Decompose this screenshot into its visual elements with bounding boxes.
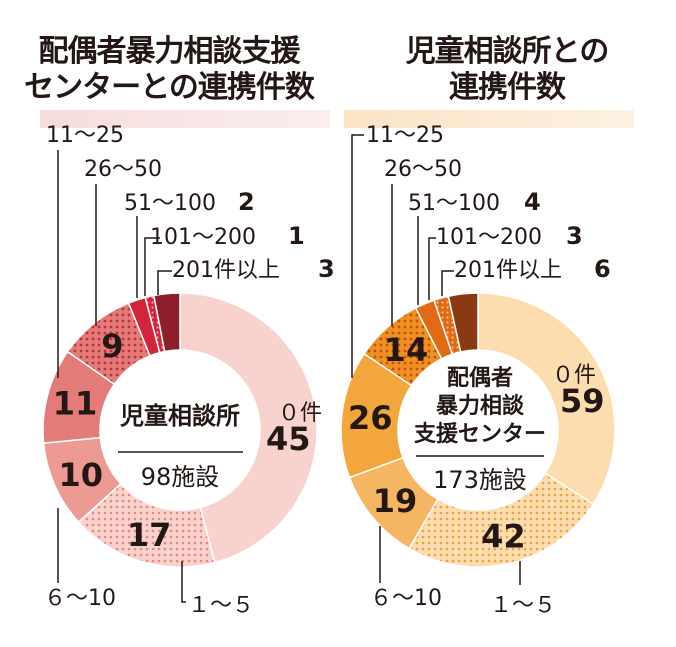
category-value-51-100: 2 <box>238 188 255 216</box>
category-label-6-10: ６～10 <box>370 586 442 611</box>
slice-value-label-5: 14 <box>384 331 429 369</box>
slice-value-label-2: 17 <box>127 516 172 554</box>
slice-1 <box>477 292 616 506</box>
slice-1 <box>179 292 318 564</box>
slice-2 <box>408 472 595 568</box>
slice-value-label-1: 59 <box>560 382 605 420</box>
category-label-11-25: 11～25 <box>366 123 444 148</box>
slice-value-label-4: 26 <box>348 399 393 437</box>
left-panel: 配偶者暴力相談支援 センターとの連携件数 <box>24 34 315 105</box>
left-center-total: 98施設 <box>141 463 220 491</box>
right-center-label-1: 配偶者 <box>447 365 513 391</box>
leader-201-plus <box>157 270 172 295</box>
right-panel: 児童相談所との 連携件数 <box>338 0 676 647</box>
right-title-line-2: 連携件数 <box>449 70 566 105</box>
right-center-label-3: 支援センター <box>414 421 546 447</box>
leader-101-200 <box>144 237 160 296</box>
left-donut: 17 10 119 児童相談所 98施設 ０件 １～５ ６～10 11～25 26～50 51～10… <box>42 123 335 618</box>
category-label-51-100: 51～100 <box>124 191 216 216</box>
category-label-1-5: １～５ <box>490 593 556 618</box>
category-label-26-50: 26～50 <box>84 157 162 182</box>
category-value-51-100: 4 <box>524 188 541 216</box>
slice-value-label-1: 45 <box>266 420 311 458</box>
left-title-line-2: センターとの連携件数 <box>24 70 315 105</box>
category-label-51-100: 51～100 <box>408 191 500 216</box>
slice-value-label-2: 42 <box>481 517 526 555</box>
leader-1-5 <box>181 561 186 603</box>
category-label-201-plus: 201件以上 <box>454 258 562 283</box>
right-title-line-1: 児童相談所との <box>405 34 610 69</box>
slice-value-label-5: 9 <box>101 327 123 365</box>
category-label-201-plus: 201件以上 <box>172 258 280 283</box>
left-center-label: 児童相談所 <box>120 401 240 430</box>
slice-value-label-3: 19 <box>373 482 418 520</box>
right-center-label-2: 暴力相談 <box>435 393 525 419</box>
category-label-11-25: 11～25 <box>46 123 124 148</box>
category-value-201-plus: 6 <box>594 255 611 283</box>
category-label-26-50: 26～50 <box>384 157 462 182</box>
slice-value-label-4: 11 <box>53 384 98 422</box>
slice-value-label-3: 10 <box>59 456 104 494</box>
left-title-line-1: 配偶者暴力相談支援 <box>38 34 301 69</box>
left-title-band <box>40 110 330 128</box>
category-value-201-plus: 3 <box>318 255 335 283</box>
leader-101-200 <box>428 237 436 300</box>
leader-201-plus <box>441 270 454 296</box>
slice-8 <box>152 292 181 353</box>
category-label-zero: ０件 <box>278 401 322 426</box>
category-value-101-200: 1 <box>288 222 305 250</box>
category-label-6-10: ６～10 <box>44 586 116 611</box>
right-title-band <box>344 110 634 128</box>
category-label-1-5: １～５ <box>188 593 254 618</box>
leader-11-25 <box>351 134 364 378</box>
category-label-zero: ０件 <box>552 363 596 388</box>
category-label-101-200: 101～200 <box>150 225 256 250</box>
slice-8 <box>447 292 479 353</box>
category-label-101-200: 101～200 <box>436 225 542 250</box>
category-value-101-200: 3 <box>566 222 583 250</box>
right-center-total: 173施設 <box>433 466 527 494</box>
